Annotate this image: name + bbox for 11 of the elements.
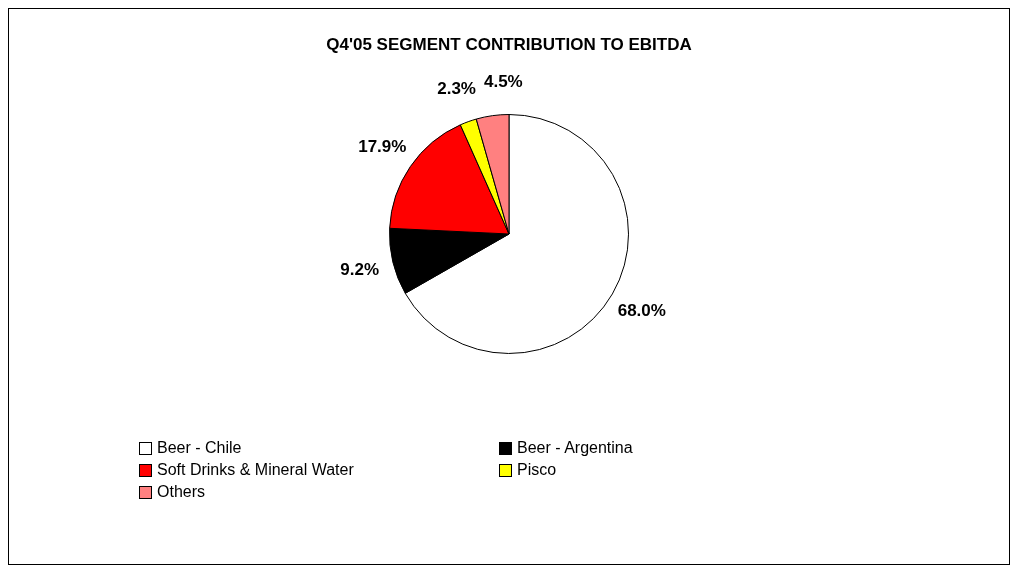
data-label: 17.9% [358,137,407,157]
data-label: 68.0% [617,300,666,320]
chart-title: Q4'05 SEGMENT CONTRIBUTION TO EBITDA [325,35,693,55]
data-label: 2.3% [437,79,476,99]
legend-label: Soft Drinks & Mineral Water [157,461,354,479]
legend-label: Pisco [517,461,557,479]
legend-label: Beer - Chile [157,439,242,457]
data-label: 9.2% [340,259,380,279]
legend-label: Beer - Argentina [517,439,633,457]
legend-label: Others [157,483,206,501]
data-label: 4.5% [483,71,523,91]
